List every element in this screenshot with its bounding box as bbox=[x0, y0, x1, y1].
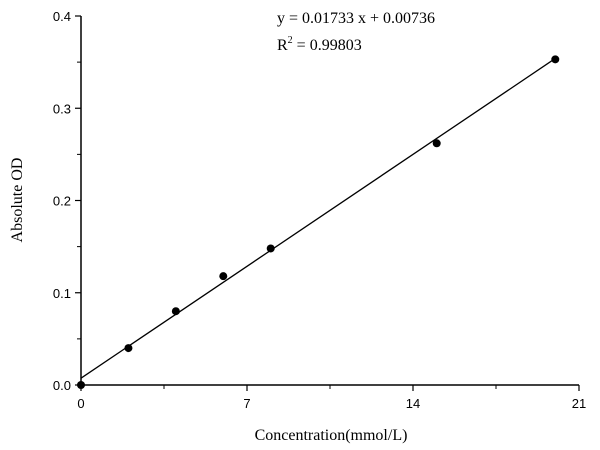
data-point bbox=[77, 381, 85, 389]
data-point bbox=[266, 244, 275, 253]
data-point bbox=[124, 344, 133, 353]
x-tick-label: 21 bbox=[572, 396, 586, 411]
x-tick-label: 0 bbox=[77, 396, 84, 411]
x-tick-label: 7 bbox=[243, 396, 250, 411]
x-axis-title: Concentration(mmol/L) bbox=[255, 427, 408, 444]
fit-line bbox=[80, 57, 556, 379]
y-tick-label: 0.4 bbox=[53, 9, 71, 24]
r2-superscript: 2 bbox=[288, 35, 293, 46]
r2-value: = 0.99803 bbox=[293, 37, 362, 54]
y-tick-label: 0.2 bbox=[53, 194, 71, 209]
data-point bbox=[551, 55, 560, 64]
axes: 0 7 14 21 0.0 0.1 0.2 0.3 0.4 bbox=[53, 9, 586, 411]
r2-prefix: R bbox=[277, 37, 288, 54]
data-point bbox=[171, 307, 180, 316]
data-point bbox=[432, 139, 441, 148]
x-tick-label: 14 bbox=[406, 396, 420, 411]
r-squared-annotation: R2 = 0.99803 bbox=[277, 35, 362, 54]
y-tick-label: 0.1 bbox=[53, 286, 71, 301]
marks bbox=[77, 55, 560, 389]
data-point bbox=[219, 272, 228, 281]
y-tick-label: 0.3 bbox=[53, 101, 71, 116]
equation-annotation: y = 0.01733 x + 0.00736 bbox=[277, 10, 435, 27]
y-axis-title: Absolute OD bbox=[9, 158, 26, 243]
y-tick-label: 0.0 bbox=[53, 378, 71, 393]
